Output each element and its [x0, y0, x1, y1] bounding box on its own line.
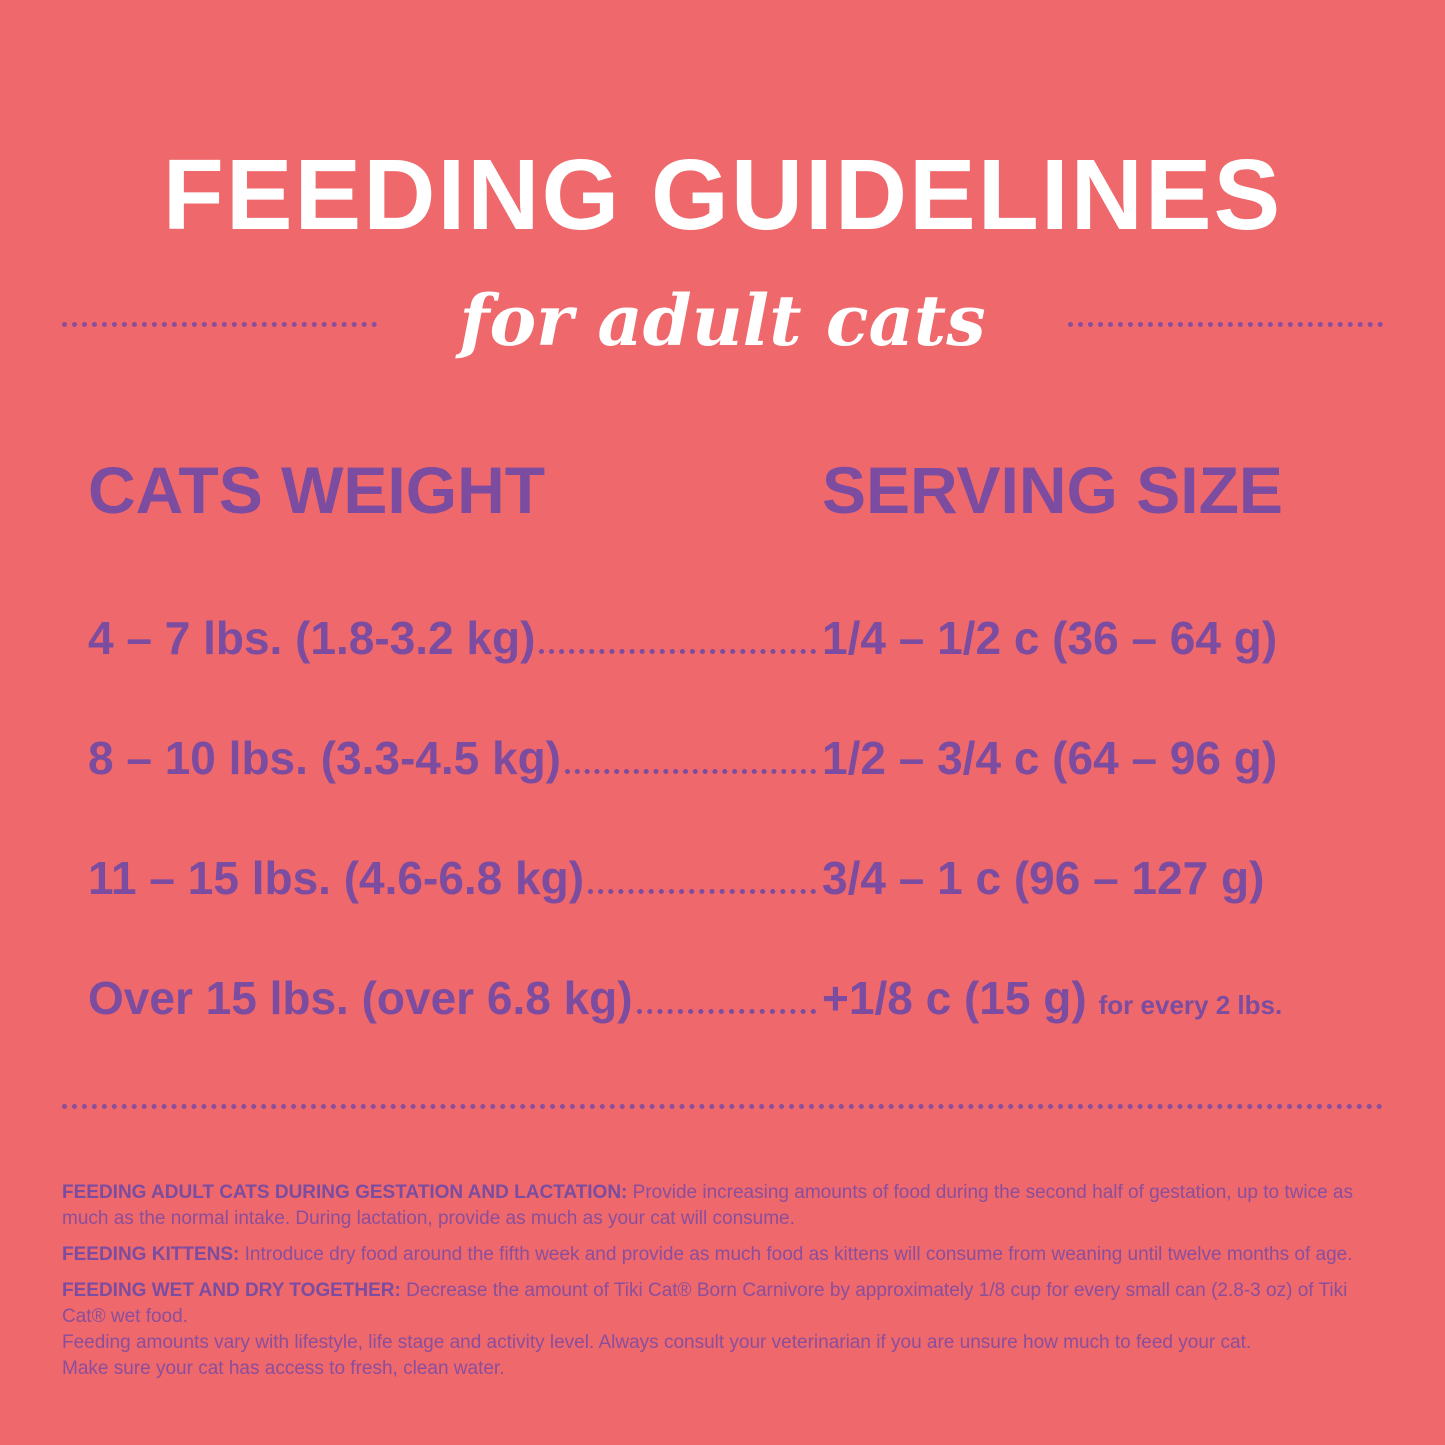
note-kittens: FEEDING KITTENS: Introduce dry food arou… [62, 1244, 1353, 1265]
table-row: 11 – 15 lbs. (4.6-6.8 kg) 3/4 – 1 c (96 … [88, 848, 1388, 908]
serving: 1/2 – 3/4 c (64 – 96 g) [822, 732, 1278, 784]
weight: 11 – 15 lbs. (4.6-6.8 kg) [88, 852, 585, 904]
weight: 4 – 7 lbs. (1.8-3.2 kg) [88, 612, 536, 664]
leader-dots [588, 889, 816, 894]
header-serving-size: SERVING SIZE [822, 453, 1283, 527]
weight: 8 – 10 lbs. (3.3-4.5 kg) [88, 732, 562, 784]
subtitle: for adult cats [459, 279, 986, 362]
header-cats-weight: CATS WEIGHT [88, 453, 546, 527]
weight: Over 15 lbs. (over 6.8 kg) [88, 972, 633, 1024]
serving: 1/4 – 1/2 c (36 – 64 g) [822, 612, 1278, 664]
divider-bottom [62, 1104, 1383, 1109]
table-row: 8 – 10 lbs. (3.3-4.5 kg) 1/2 – 3/4 c (64… [88, 728, 1388, 788]
page-title: FEEDING GUIDELINES [162, 139, 1283, 251]
leader-dots [636, 1009, 816, 1014]
leader-dots [539, 649, 816, 654]
serving: 3/4 – 1 c (96 – 127 g) [822, 852, 1265, 904]
note-gestation: FEEDING ADULT CATS DURING GESTATION AND … [62, 1182, 1353, 1229]
serving: +1/8 c (15 g) [822, 972, 1087, 1024]
table-row: Over 15 lbs. (over 6.8 kg) +1/8 c (15 g)… [88, 968, 1388, 1035]
table-row: 4 – 7 lbs. (1.8-3.2 kg) 1/4 – 1/2 c (36 … [88, 608, 1388, 668]
leader-dots [565, 769, 816, 774]
footnotes: FEEDING ADULT CATS DURING GESTATION AND … [62, 1180, 1383, 1392]
divider-right [1068, 322, 1383, 327]
note-wet-dry: FEEDING WET AND DRY TOGETHER: Decrease t… [62, 1280, 1348, 1379]
divider-left [62, 322, 377, 327]
serving-note: for every 2 lbs. [1098, 990, 1283, 1020]
